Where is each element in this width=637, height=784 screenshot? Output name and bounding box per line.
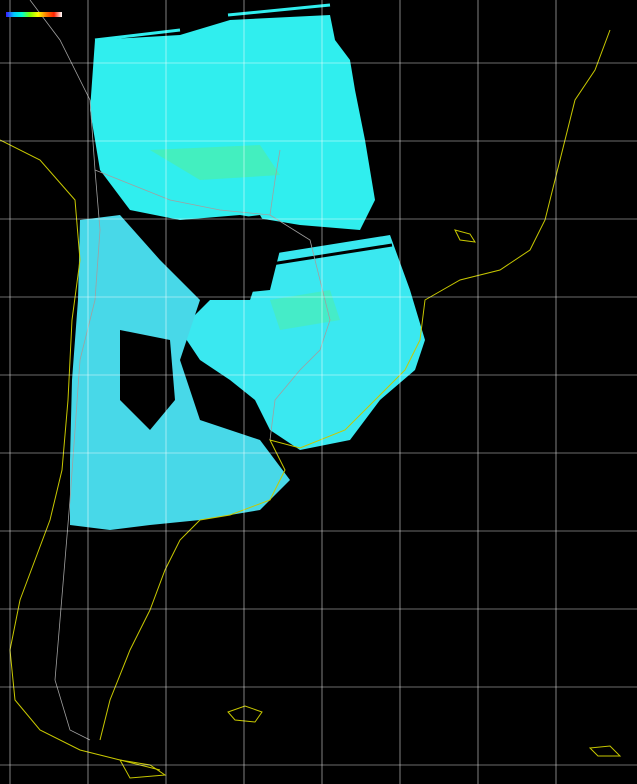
colorbar (6, 12, 62, 17)
cloud-region-north (90, 15, 375, 230)
colorbar-legend (6, 6, 62, 17)
cloud-green-patch (150, 145, 280, 180)
island-east (588, 745, 622, 757)
border-andes (29, 0, 101, 741)
border-north (94, 149, 281, 216)
tierra-del-fuego (119, 759, 167, 779)
swath-edge (264, 243, 393, 267)
swath-edge-top-2 (227, 3, 331, 17)
island-small (454, 229, 476, 243)
border-layer (29, 0, 331, 741)
clear-sky-gap (180, 215, 280, 295)
coastline-pacific (0, 139, 161, 771)
cloud-region-west (70, 215, 290, 530)
falkland-islands (227, 705, 263, 723)
border-east (269, 214, 331, 441)
clear-sky-gap-2 (120, 330, 175, 430)
cloud-layer (70, 3, 425, 530)
coastline-atlantic (99, 29, 611, 741)
cloud-green-patch-2 (270, 290, 340, 330)
coastline-layer (0, 29, 622, 779)
cloud-region-central (180, 235, 425, 450)
